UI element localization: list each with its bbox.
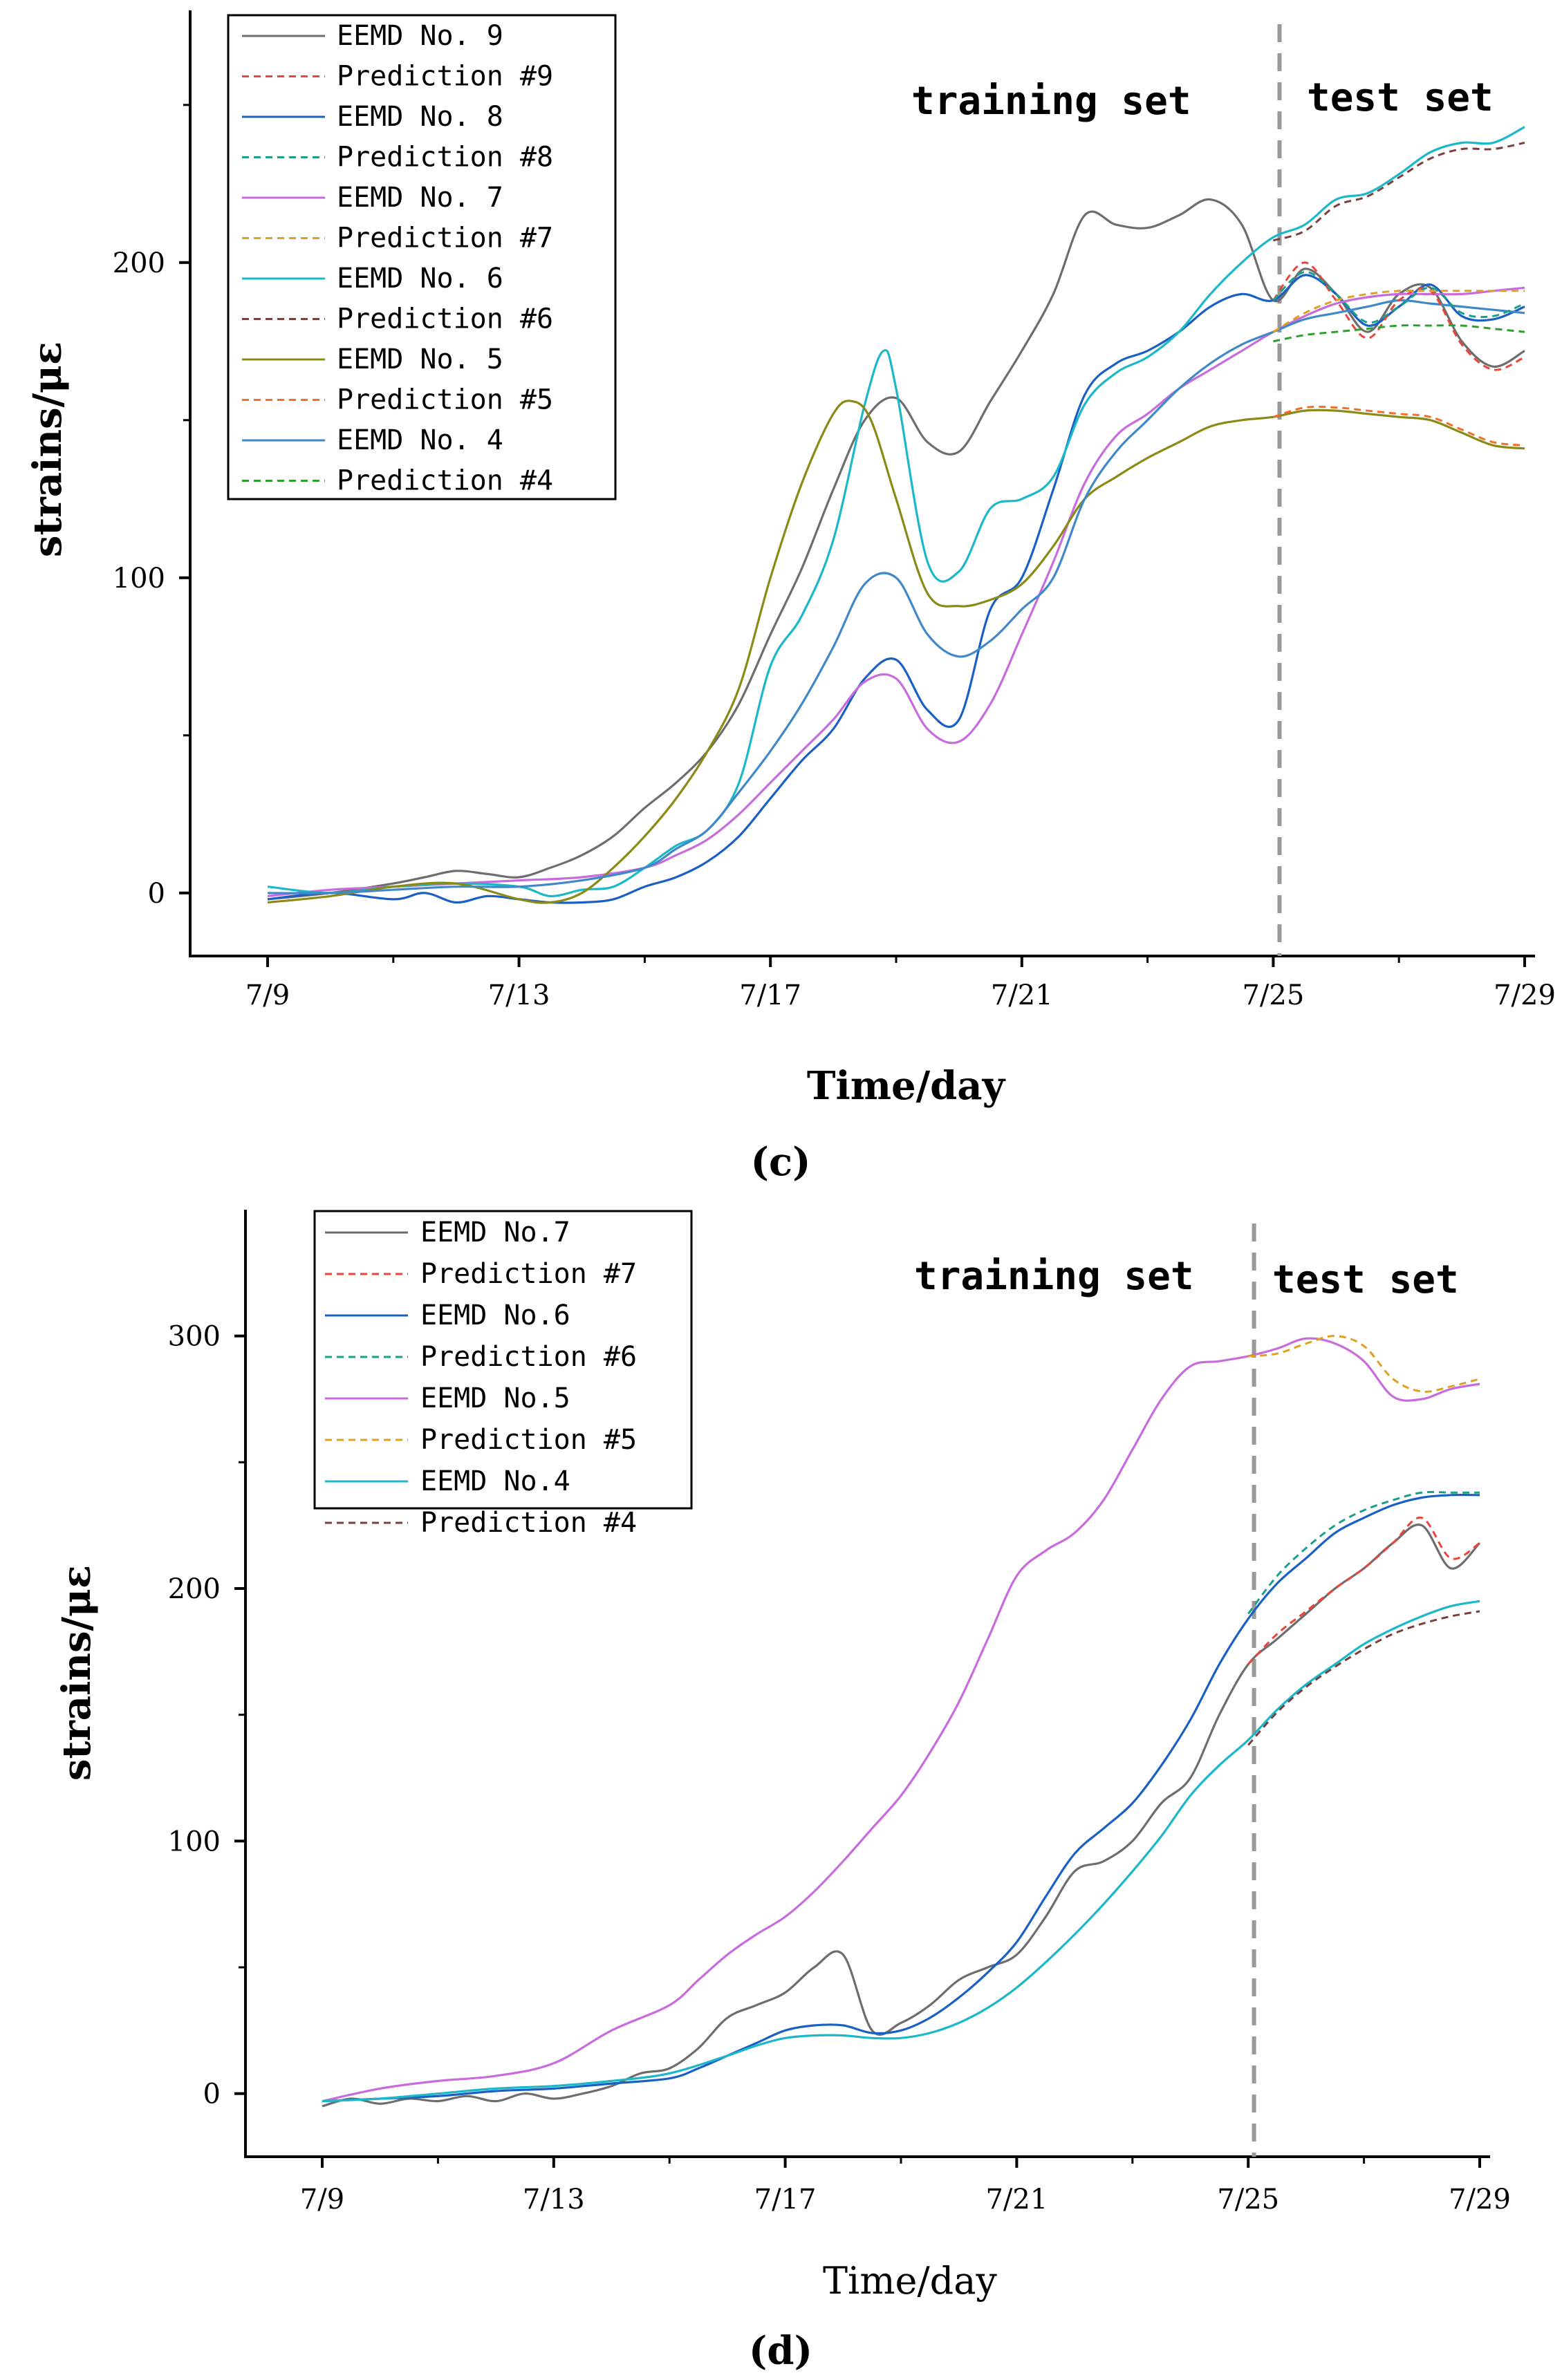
- y-tick-label: 0: [203, 2079, 221, 2110]
- x-tick-label: 7/25: [1217, 2184, 1279, 2215]
- legend-label: Prediction #9: [337, 61, 553, 93]
- series-line-prediction-8: [1272, 271, 1525, 324]
- panel-d-y-axis-title: strains/με: [54, 1565, 100, 1781]
- x-tick-label: 7/9: [300, 2184, 344, 2215]
- legend-label: Prediction #6: [420, 1341, 637, 1373]
- legend-label: Prediction #6: [337, 303, 553, 335]
- x-tick-label: 7/29: [1494, 980, 1556, 1011]
- legend-label: EEMD No.7: [420, 1217, 570, 1248]
- x-tick-label: 7/25: [1242, 980, 1304, 1011]
- x-tick-label: 7/21: [991, 980, 1053, 1011]
- legend-label: EEMD No. 7: [337, 182, 503, 214]
- panel-d-legend: EEMD No.7 Prediction #7 EEMD No.6 Predictio…: [313, 1210, 693, 1539]
- panel-c-legend: EEMD No. 9 Prediction #9 EEMD No. 8 Predict…: [227, 14, 617, 500]
- series-line-eemd-no-9: [267, 198, 1525, 901]
- series-line-eemd-no-7: [322, 1524, 1481, 2108]
- legend-label: EEMD No. 6: [337, 263, 503, 294]
- legend-label: Prediction #7: [420, 1258, 637, 1290]
- legend-label: Prediction #4: [420, 1507, 637, 1539]
- legend-label: Prediction #4: [337, 465, 553, 497]
- series-line-prediction-5: [1248, 1335, 1480, 1393]
- x-tick-label: 7/17: [754, 2184, 817, 2215]
- x-tick-label: 7/9: [245, 980, 290, 1011]
- series-line-prediction-5: [1272, 405, 1525, 447]
- panel-c-x-axis-title: Time/day: [807, 1063, 1006, 1109]
- series-line-prediction-7: [1247, 1517, 1480, 1665]
- series-line-eemd-no-5: [322, 1337, 1480, 2103]
- panel-d-x-axis-title: Time/day: [823, 2259, 997, 2303]
- panel-d: 0 100 200 300 7/9 7/13 7/17 7/21 7/25 7/29 train…: [54, 1210, 1511, 2374]
- series-line-prediction-7: [1272, 289, 1525, 333]
- x-tick-label: 7/21: [985, 2184, 1048, 2215]
- legend-label: EEMD No. 8: [337, 101, 503, 133]
- legend-label: Prediction #7: [337, 223, 553, 254]
- series-line-eemd-no-4: [322, 1600, 1480, 2103]
- series-line-prediction-4: [1273, 324, 1525, 343]
- series-line-prediction-9: [1272, 261, 1525, 371]
- legend-label: EEMD No.4: [420, 1465, 570, 1497]
- y-tick-label: 0: [148, 878, 165, 910]
- legend-label: EEMD No.6: [420, 1300, 570, 1331]
- series-line-eemd-no-7: [267, 286, 1525, 897]
- series-line-prediction-6: [1272, 142, 1525, 242]
- y-tick-label: 200: [113, 247, 165, 279]
- series-line-prediction-4: [1247, 1610, 1480, 1746]
- legend-label: EEMD No. 4: [337, 424, 503, 456]
- panel-d-test-set-label: test set: [1272, 1257, 1459, 1302]
- x-tick-label: 7/17: [739, 980, 801, 1011]
- panel-c-series: [267, 126, 1525, 904]
- panel-d-series: [322, 1335, 1481, 2108]
- panel-c-y-axis-title: strains/με: [25, 341, 71, 557]
- panel-d-y-ticks: 0 100 200 300: [168, 1321, 245, 2110]
- y-tick-label: 200: [168, 1573, 221, 1605]
- x-tick-label: 7/13: [523, 2184, 585, 2215]
- panel-c-x-ticks: 7/9 7/13 7/17 7/21 7/25 7/29: [245, 956, 1556, 1011]
- legend-label: Prediction #5: [337, 384, 553, 416]
- x-tick-label: 7/29: [1449, 2184, 1511, 2215]
- panel-d-label: (d): [749, 2328, 812, 2374]
- series-line-eemd-no-5: [267, 400, 1525, 904]
- legend-label: EEMD No. 9: [337, 20, 503, 52]
- panel-c-training-set-label: training set: [911, 79, 1191, 124]
- panel-c-test-set-label: test set: [1307, 75, 1494, 120]
- legend-label: EEMD No.5: [420, 1383, 570, 1414]
- panel-c-label: (c): [750, 1139, 810, 1185]
- panel-d-training-set-label: training set: [914, 1254, 1194, 1299]
- x-tick-label: 7/13: [488, 980, 550, 1011]
- series-line-eemd-no-6: [322, 1493, 1480, 2103]
- series-line-prediction-6: [1247, 1490, 1480, 1615]
- panel-d-x-ticks: 7/9 7/13 7/17 7/21 7/25 7/29: [300, 2157, 1511, 2215]
- legend-label: Prediction #5: [420, 1424, 637, 1456]
- y-tick-label: 100: [168, 1826, 221, 1857]
- panel-c: 0 100 200 7/9 7/13 7/17 7/21 7/25 7/29 training…: [25, 10, 1556, 1185]
- panel-c-y-ticks: 0 100 200: [113, 104, 190, 910]
- legend-label: EEMD No. 5: [337, 344, 503, 375]
- legend-label: Prediction #8: [337, 142, 553, 174]
- y-tick-label: 300: [168, 1321, 221, 1353]
- y-tick-label: 100: [113, 563, 165, 594]
- series-line-eemd-no-4: [267, 299, 1525, 894]
